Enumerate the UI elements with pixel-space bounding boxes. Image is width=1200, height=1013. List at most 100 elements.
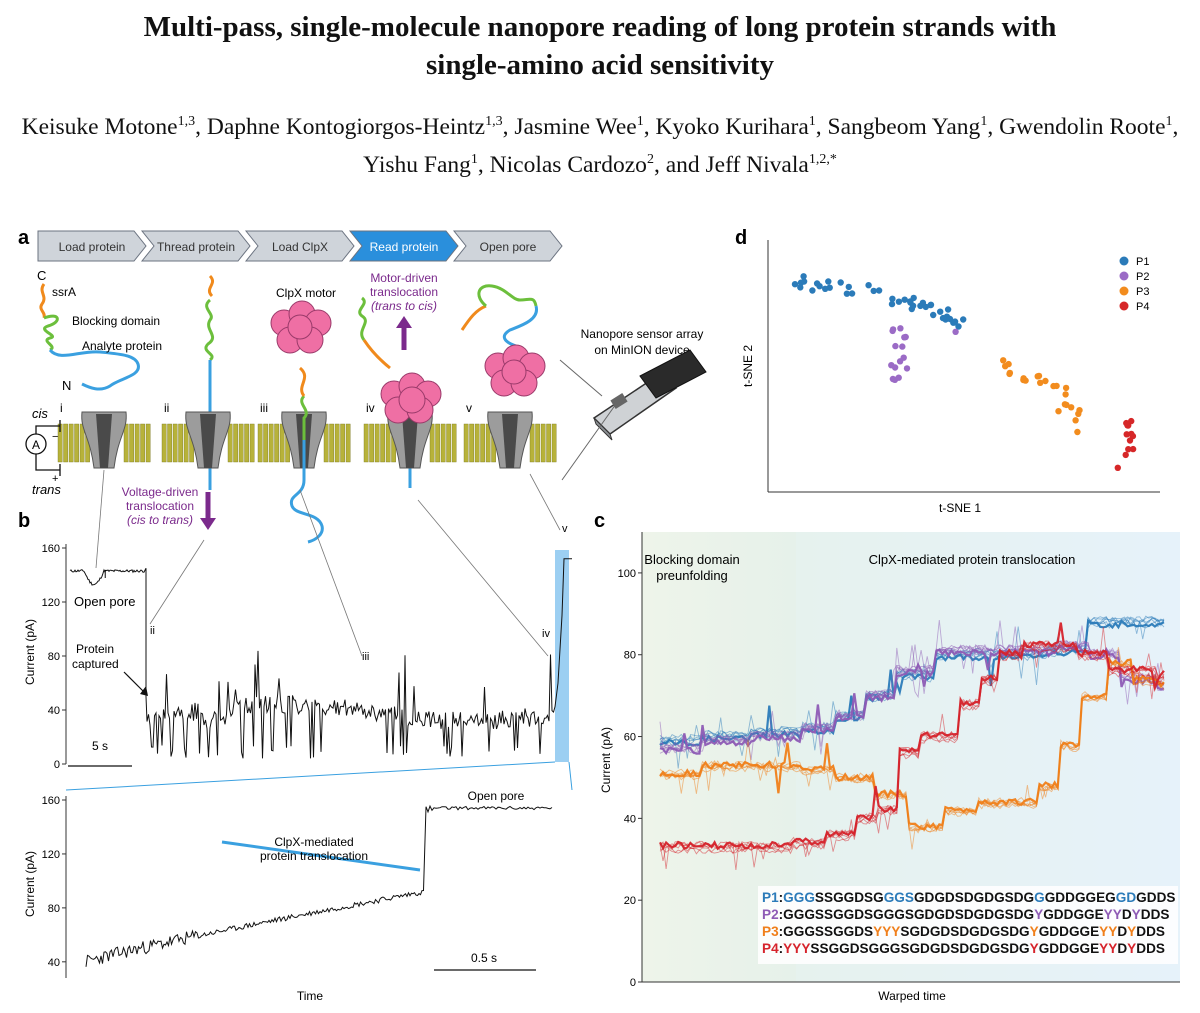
residue: Y <box>1034 907 1043 922</box>
motor-driven-label-2: translocation <box>370 285 438 299</box>
legend-label: P4 <box>1136 301 1149 313</box>
voltage-driven-arrowhead <box>200 518 216 530</box>
trace-p4 <box>659 643 1165 868</box>
residue: D <box>980 941 990 956</box>
c-y-tick-label: 0 <box>630 977 636 989</box>
residue: S <box>824 924 833 939</box>
stage-label: iii <box>260 401 268 415</box>
trace-p4 <box>659 641 1165 871</box>
legend-label: P2 <box>1136 271 1149 283</box>
residue: D <box>980 924 990 939</box>
y-tick-label: 40 <box>48 705 60 717</box>
author: Yishu Fang1 <box>363 152 478 178</box>
residue: Y <box>1108 941 1117 956</box>
tsne-point-p1 <box>843 290 851 297</box>
residue: D <box>854 907 864 922</box>
tsne-point-p4 <box>1129 445 1137 453</box>
tsne-point-p2 <box>902 333 909 341</box>
residue: Y <box>882 924 891 939</box>
legend-marker <box>1119 286 1129 296</box>
residue: G <box>990 924 1001 939</box>
author-separator: , <box>653 152 666 178</box>
residue: Y <box>1104 907 1113 922</box>
residue: S <box>815 907 824 922</box>
residue: G <box>934 890 945 905</box>
panel-c-ylabel: Current (pA) <box>599 727 613 793</box>
residue: G <box>833 890 844 905</box>
voltage-driven-label-2: translocation <box>126 499 194 513</box>
residue: G <box>969 941 980 956</box>
tsne-point-p1 <box>960 316 967 323</box>
residue: G <box>783 907 794 922</box>
sequence-list: P1:GGGSSGGDSGGGSGDGDSDGDGSDGGGDDGGEGGDGD… <box>758 886 1178 964</box>
panel-c-letter: c <box>594 510 605 532</box>
sequence-name: P3 <box>762 924 779 939</box>
residue: D <box>1146 941 1156 956</box>
residue: E <box>1095 907 1104 922</box>
title-line-2: single-amino acid sensitivity <box>425 49 774 81</box>
motor-driven-label-3: (trans to cis) <box>371 299 437 313</box>
residue: D <box>984 907 994 922</box>
residue: G <box>1034 890 1045 905</box>
inset-y-tick-label: 120 <box>42 849 60 861</box>
plus-sign: + <box>52 473 58 485</box>
tsne-point-p1 <box>951 319 958 326</box>
residue: G <box>969 924 980 939</box>
author-separator: , <box>502 114 515 140</box>
residue: G <box>1086 890 1097 905</box>
tsne-point-p1 <box>955 323 962 330</box>
ssra-tag <box>39 283 46 319</box>
residue: D <box>1059 924 1069 939</box>
author-affiliation: 1 <box>636 114 644 130</box>
lipid <box>172 423 178 463</box>
stage-label-ii: ii <box>150 625 155 637</box>
sequence-colon: : <box>779 890 784 905</box>
residue: Y <box>1108 924 1117 939</box>
residue: G <box>894 907 905 922</box>
sequence-line: P4:YYYSSGGDSGGGSGDGDSDGDGSDGYGDDGGEYYDYD… <box>762 941 1165 956</box>
sequence-residues: GGGSSGGDSYYYSGDGDSDGDGSDGYGDDGGEYYDYDDS <box>783 924 1165 939</box>
tsne-point-p1 <box>909 302 917 309</box>
title-line-1: Multi-pass, single-molecule nanopore rea… <box>143 11 1057 43</box>
sensor-label-1: Nanopore sensor array <box>581 327 704 341</box>
stage-iv-blocking <box>358 296 367 341</box>
lipid <box>551 423 557 463</box>
residue: S <box>860 941 869 956</box>
residue: Y <box>891 924 900 939</box>
tsne-point-p1 <box>797 284 804 291</box>
residue: G <box>879 941 890 956</box>
panel-a-letter: a <box>18 227 30 249</box>
region2-label: ClpX-mediated protein translocation <box>869 552 1076 567</box>
lipid <box>268 423 274 463</box>
panel-c-axis: 100 80 60 40 20 0 <box>618 532 1180 989</box>
lipid <box>134 423 140 463</box>
lipid <box>463 423 469 463</box>
tsne-point-p3 <box>1053 382 1060 390</box>
lipid <box>323 423 329 463</box>
residue: G <box>994 890 1005 905</box>
minion-device <box>592 349 707 441</box>
region1-label-2: preunfolding <box>656 568 728 583</box>
residue: G <box>1019 941 1030 956</box>
residue: S <box>1000 924 1009 939</box>
legend-label: P1 <box>1136 256 1149 268</box>
pore-channel <box>502 414 518 468</box>
lipid <box>161 423 167 463</box>
author-name: Jasmine Wee <box>514 114 637 140</box>
sensor-label-2: on MinION device <box>594 343 690 357</box>
author: Keisuke Motone1,3 <box>22 114 196 140</box>
lipid <box>374 423 380 463</box>
tsne-point-p1 <box>800 278 808 285</box>
stage-label: iv <box>366 401 375 415</box>
motor-driven-label-1: Motor-driven <box>370 271 437 285</box>
residue: G <box>804 907 815 922</box>
analyte-protein <box>48 348 140 391</box>
author-name: Kyoko Kurihara <box>655 114 809 140</box>
lipid <box>274 423 279 463</box>
lipid <box>340 423 345 463</box>
tsne-point-p3 <box>1037 379 1044 386</box>
author-affiliation: 2 <box>646 152 654 168</box>
step-label: Load ClpX <box>272 240 328 254</box>
residue: Y <box>1113 907 1122 922</box>
residue: E <box>1090 941 1099 956</box>
